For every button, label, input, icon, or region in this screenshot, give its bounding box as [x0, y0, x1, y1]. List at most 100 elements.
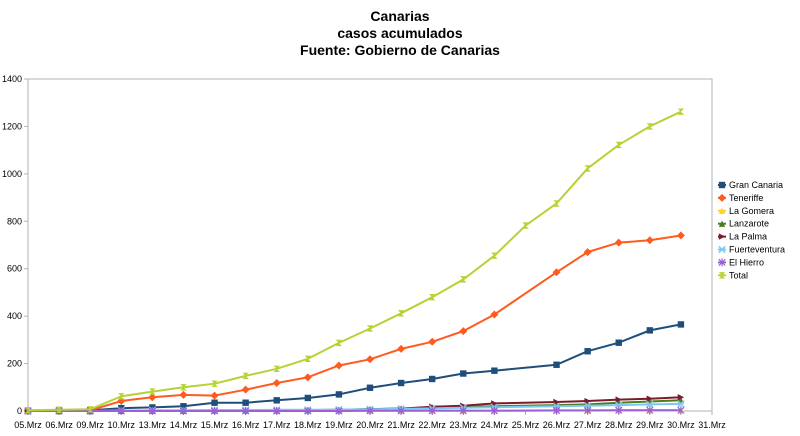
x-tick-label: 20.Mrz	[356, 420, 384, 430]
legend-label-la-palma: La Palma	[729, 232, 767, 242]
data-point-gran-canaria	[460, 370, 467, 377]
data-point-teneriffe	[210, 391, 219, 400]
data-point-el-hierro	[117, 407, 125, 415]
legend-marker-la-palma	[718, 233, 726, 240]
data-point-total	[428, 293, 436, 301]
data-point-el-hierro	[273, 407, 281, 415]
data-point-gran-canaria	[180, 403, 187, 410]
y-tick-label: 600	[7, 264, 22, 274]
x-tick-label: 17.Mrz	[263, 420, 291, 430]
legend-marker-total	[718, 272, 726, 279]
data-point-teneriffe	[645, 236, 654, 245]
data-point-el-hierro	[677, 406, 685, 415]
data-point-total	[149, 388, 156, 395]
legend-label-total: Total	[729, 270, 748, 280]
data-point-teneriffe	[459, 327, 468, 336]
data-point-la-palma	[677, 394, 685, 401]
y-tick-label: 800	[7, 216, 22, 226]
data-point-teneriffe	[676, 231, 685, 240]
data-point-total	[335, 339, 343, 347]
y-tick-label: 1200	[2, 121, 22, 131]
x-tick-label: 15.Mrz	[201, 420, 229, 430]
data-point-el-hierro	[335, 407, 343, 415]
data-point-total	[211, 380, 218, 387]
data-point-el-hierro	[490, 406, 498, 415]
data-point-total	[397, 310, 405, 317]
x-tick-label: 23.Mrz	[450, 420, 478, 430]
x-tick-label: 26.Mrz	[543, 420, 571, 430]
x-tick-label: 14.Mrz	[170, 420, 198, 430]
data-point-el-hierro	[552, 406, 561, 415]
legend-marker-el-hierro	[718, 258, 726, 267]
data-point-el-hierro	[148, 407, 156, 415]
x-tick-label: 05.Mrz	[14, 420, 42, 430]
data-point-gran-canaria	[615, 339, 622, 346]
series-line-total	[27, 110, 682, 412]
legend-marker-fuerteventura	[718, 245, 726, 254]
x-tick-label: 31.Mrz	[698, 420, 726, 430]
data-point-total	[24, 407, 32, 414]
x-tick-label: 30.Mrz	[667, 420, 695, 430]
x-tick-label: 13.Mrz	[139, 420, 167, 430]
data-point-gran-canaria	[242, 399, 249, 406]
data-point-total	[242, 372, 249, 380]
x-tick-label: 29.Mrz	[636, 420, 664, 430]
data-point-gran-canaria	[646, 327, 654, 334]
data-point-gran-canaria	[366, 384, 374, 391]
data-point-teneriffe	[428, 337, 437, 346]
data-point-gran-canaria	[397, 379, 405, 387]
data-point-teneriffe	[303, 373, 312, 382]
data-point-el-hierro	[366, 406, 374, 415]
data-point-total	[584, 165, 591, 172]
data-point-gran-canaria	[677, 321, 685, 328]
legend-marker-la-gomera	[718, 207, 726, 214]
legend-label-el-hierro: El Hierro	[729, 257, 764, 267]
data-point-total	[180, 384, 187, 391]
x-tick-label: 18.Mrz	[294, 420, 322, 430]
data-point-gran-canaria	[335, 391, 343, 398]
data-point-total	[522, 222, 529, 229]
data-point-teneriffe	[583, 248, 592, 257]
data-point-teneriffe	[179, 390, 188, 399]
data-point-gran-canaria	[304, 394, 312, 402]
data-point-total	[366, 325, 374, 332]
data-point-teneriffe	[552, 268, 561, 277]
data-point-gran-canaria	[584, 348, 591, 355]
data-point-total	[615, 141, 622, 149]
data-point-teneriffe	[490, 310, 499, 319]
data-point-el-hierro	[459, 406, 467, 415]
x-tick-label: 22.Mrz	[418, 420, 446, 430]
y-tick-label: 0	[17, 406, 22, 416]
x-tick-label: 25.Mrz	[512, 420, 540, 430]
data-point-total	[491, 252, 498, 259]
data-point-la-palma	[553, 398, 560, 406]
data-point-la-palma	[615, 396, 622, 403]
y-tick-label: 1000	[2, 169, 22, 179]
series-line-el-hierro	[28, 409, 681, 412]
legend-label-teneriffe: Teneriffe	[729, 193, 763, 203]
data-point-el-hierro	[304, 407, 312, 415]
data-point-el-hierro	[179, 407, 188, 415]
legend-marker-teneriffe	[718, 193, 726, 202]
data-point-fuerteventura	[646, 400, 654, 409]
data-point-total	[86, 406, 94, 413]
data-point-el-hierro	[210, 407, 219, 415]
data-point-fuerteventura	[614, 401, 623, 409]
data-point-total	[646, 123, 654, 130]
data-point-gran-canaria	[273, 397, 280, 404]
data-point-total	[553, 200, 560, 207]
data-point-la-palma	[584, 397, 591, 405]
x-tick-label: 16.Mrz	[232, 420, 260, 430]
x-tick-label: 06.Mrz	[45, 420, 73, 430]
y-tick-label: 1400	[2, 74, 22, 84]
legend-label-lanzarote: Lanzarote	[729, 219, 769, 229]
legend-label-la-gomera: La Gomera	[729, 206, 774, 216]
data-point-el-hierro	[428, 406, 436, 415]
y-tick-label: 400	[7, 311, 22, 321]
data-point-total	[304, 355, 312, 363]
data-point-teneriffe	[148, 393, 157, 402]
data-point-teneriffe	[366, 355, 374, 364]
data-point-teneriffe	[334, 361, 343, 370]
legend-label-fuerteventura: Fuerteventura	[729, 245, 785, 255]
